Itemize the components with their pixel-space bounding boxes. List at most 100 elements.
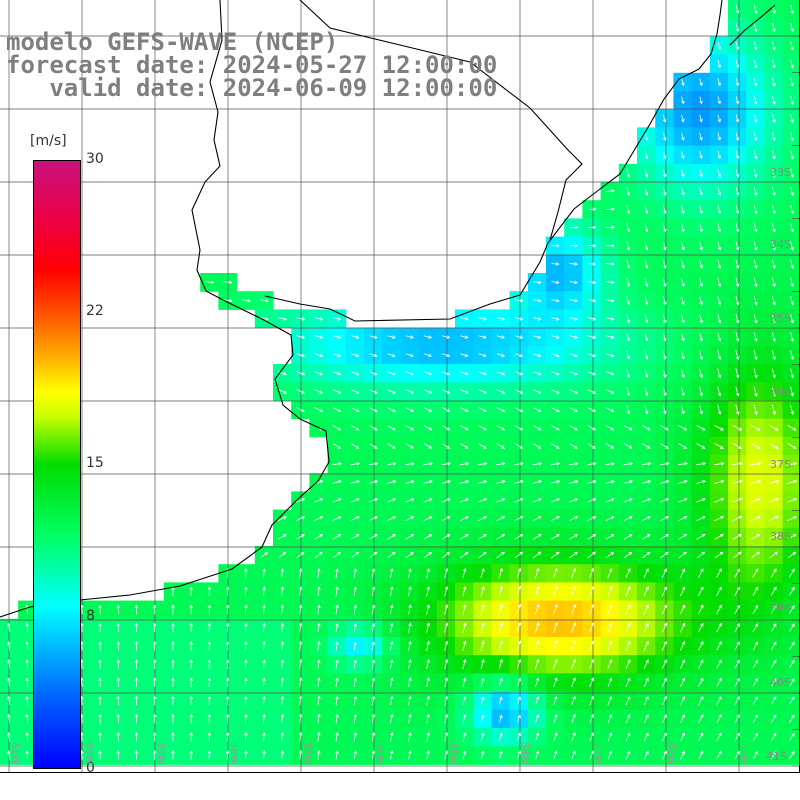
wind-arrow (770, 604, 777, 615)
wind-arrow (314, 371, 324, 376)
wind-arrow (717, 114, 721, 123)
wind-arrow (423, 462, 433, 466)
wind-arrow (788, 677, 795, 687)
wind-arrow (478, 335, 487, 339)
wind-arrow (569, 243, 579, 248)
wind-arrow (589, 622, 595, 634)
wind-arrow (680, 259, 685, 269)
wind-arrow (25, 695, 29, 706)
wind-arrow (353, 695, 357, 706)
wind-arrow (408, 622, 412, 633)
wind-arrow (532, 389, 542, 394)
wind-arrow (116, 731, 121, 742)
wind-arrow (296, 534, 305, 540)
wind-arrow (444, 732, 449, 742)
wind-arrow (405, 425, 415, 431)
wind-arrow (642, 443, 651, 449)
wind-arrow (752, 586, 759, 596)
wind-arrow (571, 677, 576, 688)
wind-arrow (460, 443, 469, 449)
wind-arrow (496, 516, 506, 522)
wind-arrow (550, 407, 560, 412)
wind-arrow (679, 586, 686, 597)
wind-arrow (790, 132, 794, 142)
wind-arrow (332, 425, 342, 431)
wind-arrow (332, 480, 342, 484)
wind-arrow (625, 677, 631, 688)
wind-arrow (696, 551, 706, 559)
wind-arrow (387, 389, 396, 394)
wind-arrow (605, 389, 615, 394)
wind-arrow (553, 658, 558, 670)
wind-arrow (552, 621, 558, 634)
wind-arrow (551, 280, 560, 285)
wind-cell (782, 582, 799, 602)
wind-arrow (514, 516, 524, 522)
wind-arrow (770, 677, 777, 687)
wind-arrow (696, 443, 706, 449)
wind-arrow (678, 425, 688, 431)
wind-arrow (623, 498, 633, 503)
wind-arrow (790, 77, 794, 87)
wind-arrow (353, 750, 357, 760)
wind-arrow (552, 640, 558, 652)
wind-arrow (441, 425, 451, 431)
wind-arrow (98, 677, 102, 687)
wind-arrow (626, 405, 631, 415)
wind-arrow (353, 586, 357, 597)
wind-arrow (387, 425, 396, 431)
wind-arrow (98, 640, 102, 651)
wind-arrow (244, 677, 248, 687)
wind-arrow (625, 750, 631, 760)
wind-arrow (262, 695, 266, 706)
wind-arrow (768, 479, 780, 484)
wind-arrow (332, 317, 342, 321)
wind-arrow (478, 425, 487, 431)
wind-cell (782, 709, 799, 729)
wind-cell (782, 418, 799, 438)
lon-label-58w: 58W (228, 742, 239, 765)
wind-arrow (534, 658, 540, 670)
wind-arrow (207, 677, 212, 687)
wind-arrow (643, 714, 649, 724)
wind-arrow (589, 640, 595, 652)
wind-arrow (7, 750, 11, 760)
wind-arrow (607, 732, 613, 742)
wind-arrow (350, 516, 360, 521)
wind-arrow (477, 498, 488, 503)
wind-cell (782, 600, 799, 620)
wind-arrow (532, 371, 542, 376)
wind-arrow (478, 551, 487, 559)
wind-arrow (532, 425, 542, 431)
wind-arrow (553, 677, 558, 688)
wind-arrow (532, 551, 542, 559)
wind-arrow (735, 168, 740, 178)
wind-arrow (735, 114, 740, 123)
wind-arrow (353, 604, 357, 615)
wind-arrow (499, 696, 503, 705)
wind-arrow (296, 516, 306, 521)
wind-arrow (642, 551, 651, 559)
wind-arrow (735, 404, 740, 416)
wind-arrow (659, 480, 670, 484)
wind-arrow (772, 150, 776, 160)
wind-arrow (753, 132, 758, 142)
wind-arrow (662, 132, 667, 142)
wind-arrow (569, 371, 578, 376)
wind-arrow (770, 714, 777, 724)
colorbar-unit: [m/s] (30, 133, 67, 149)
wind-arrow (296, 353, 305, 358)
wind-cell (782, 127, 799, 147)
wind-arrow (498, 677, 503, 687)
wind-arrow (423, 371, 433, 376)
wind-arrow (496, 353, 505, 358)
wind-arrow (589, 695, 594, 706)
wind-arrow (408, 713, 412, 724)
wind-arrow (514, 480, 524, 484)
wind-arrow (116, 622, 121, 633)
wind-arrow (680, 241, 685, 251)
wind-arrow (680, 732, 685, 742)
wind-arrow (277, 516, 287, 521)
wind-arrow (98, 731, 102, 742)
wind-arrow (644, 204, 649, 215)
